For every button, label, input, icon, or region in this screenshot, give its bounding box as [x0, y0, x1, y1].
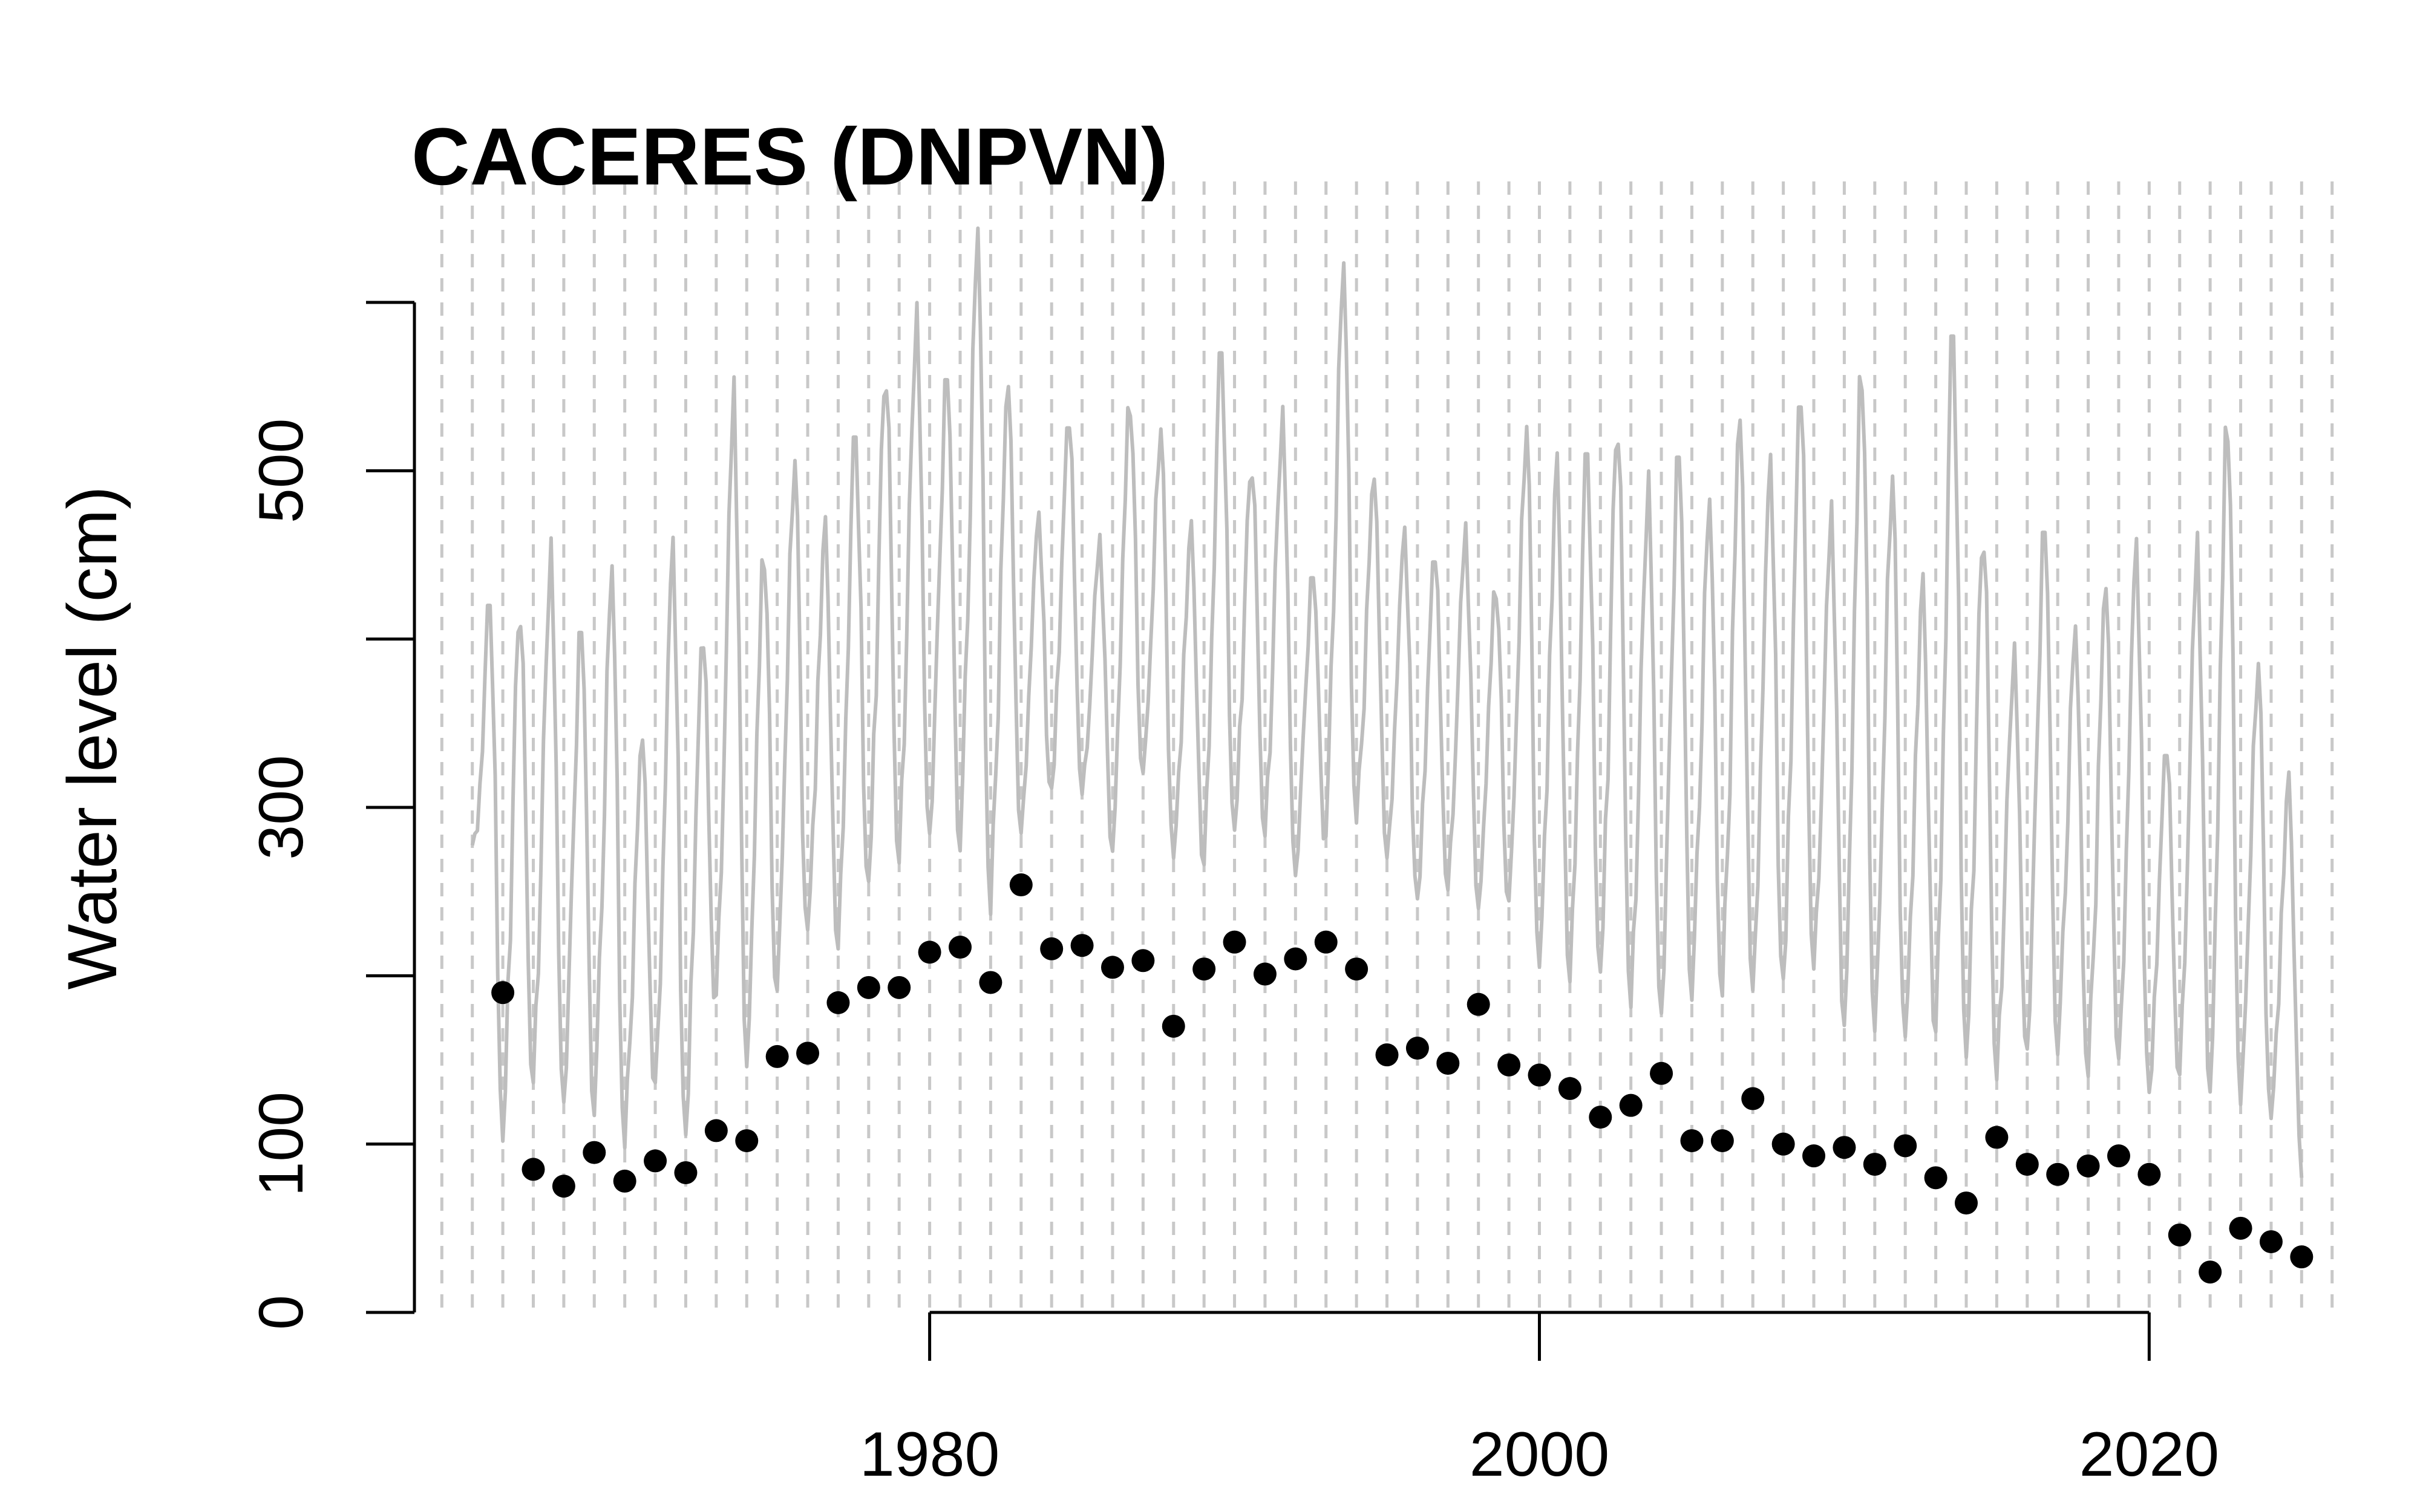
data-point-1994: [1345, 957, 1369, 981]
data-point-2004: [1650, 1061, 1673, 1085]
x-tick-label-1980: 1980: [860, 1419, 999, 1490]
data-point-1989: [1192, 957, 1216, 981]
data-point-2021: [2168, 1223, 2191, 1246]
data-point-2015: [1985, 1126, 2009, 1149]
data-point-2017: [2046, 1162, 2070, 1186]
data-point-1997: [1436, 1052, 1460, 1075]
data-point-1980: [918, 940, 941, 964]
y-tick-label-300: 300: [246, 755, 316, 860]
data-point-1970: [613, 1169, 636, 1193]
data-point-1985: [1070, 934, 1094, 957]
data-point-2008: [1771, 1132, 1795, 1156]
data-point-1974: [735, 1129, 759, 1153]
data-point-2006: [1710, 1129, 1734, 1153]
x-tick-label-2000: 2000: [1470, 1419, 1609, 1490]
data-point-1973: [704, 1119, 728, 1142]
data-point-1978: [857, 976, 880, 999]
data-point-2024: [2259, 1230, 2283, 1254]
data-point-2025: [2290, 1245, 2314, 1269]
data-point-1996: [1405, 1037, 1429, 1060]
data-point-1992: [1284, 947, 1307, 971]
annual-minimum-points: [491, 873, 2314, 1284]
data-point-2019: [2107, 1144, 2130, 1168]
data-point-2013: [1924, 1166, 1947, 1190]
data-point-1968: [552, 1175, 575, 1198]
data-point-1998: [1467, 992, 1490, 1016]
water-level-series: [470, 226, 2304, 1178]
data-point-1991: [1253, 962, 1277, 986]
y-tick-label-100: 100: [246, 1092, 316, 1197]
y-axis-title: Water level (cm): [54, 486, 131, 990]
data-point-2007: [1741, 1087, 1765, 1110]
data-point-1977: [826, 991, 850, 1014]
y-tick-label-500: 500: [246, 419, 316, 524]
data-point-1984: [1040, 937, 1064, 960]
data-point-2002: [1589, 1106, 1612, 1129]
data-point-2003: [1619, 1093, 1643, 1117]
data-point-2009: [1802, 1144, 1826, 1168]
data-point-1966: [491, 981, 515, 1005]
data-point-1979: [888, 976, 911, 999]
data-point-1986: [1100, 956, 1124, 979]
data-point-1972: [674, 1161, 698, 1184]
data-point-2022: [2199, 1260, 2222, 1284]
data-point-2023: [2229, 1216, 2252, 1240]
data-point-1990: [1223, 930, 1246, 954]
data-point-1993: [1314, 930, 1338, 954]
axes: 0 100 300 500 1980 2000 2020: [246, 301, 2219, 1490]
data-point-1976: [796, 1041, 820, 1065]
chart-title: CACERES (DNPVN): [411, 112, 1168, 202]
data-point-2012: [1894, 1134, 1917, 1158]
data-point-1969: [583, 1141, 606, 1164]
x-tick-label-2020: 2020: [2079, 1419, 2219, 1490]
water-level-line: [470, 226, 2304, 1178]
data-point-2014: [1955, 1191, 1978, 1215]
data-point-2010: [1833, 1136, 1856, 1159]
data-point-2001: [1558, 1077, 1581, 1100]
data-point-2016: [2015, 1153, 2039, 1176]
data-point-1999: [1497, 1053, 1521, 1077]
data-point-1995: [1375, 1043, 1399, 1067]
data-point-1971: [644, 1149, 667, 1173]
y-tick-label-0: 0: [246, 1295, 316, 1330]
year-grid: [440, 181, 2334, 1312]
data-point-2020: [2137, 1162, 2161, 1186]
data-point-2018: [2076, 1154, 2100, 1178]
data-point-1981: [949, 936, 972, 959]
data-point-2011: [1863, 1153, 1886, 1176]
data-point-2005: [1680, 1129, 1704, 1153]
data-point-2000: [1528, 1063, 1551, 1087]
data-point-1987: [1131, 949, 1155, 973]
data-point-1967: [522, 1158, 545, 1181]
data-point-1975: [765, 1044, 789, 1068]
data-point-1988: [1162, 1014, 1185, 1038]
data-point-1982: [979, 971, 1002, 994]
data-point-1983: [1009, 873, 1033, 897]
